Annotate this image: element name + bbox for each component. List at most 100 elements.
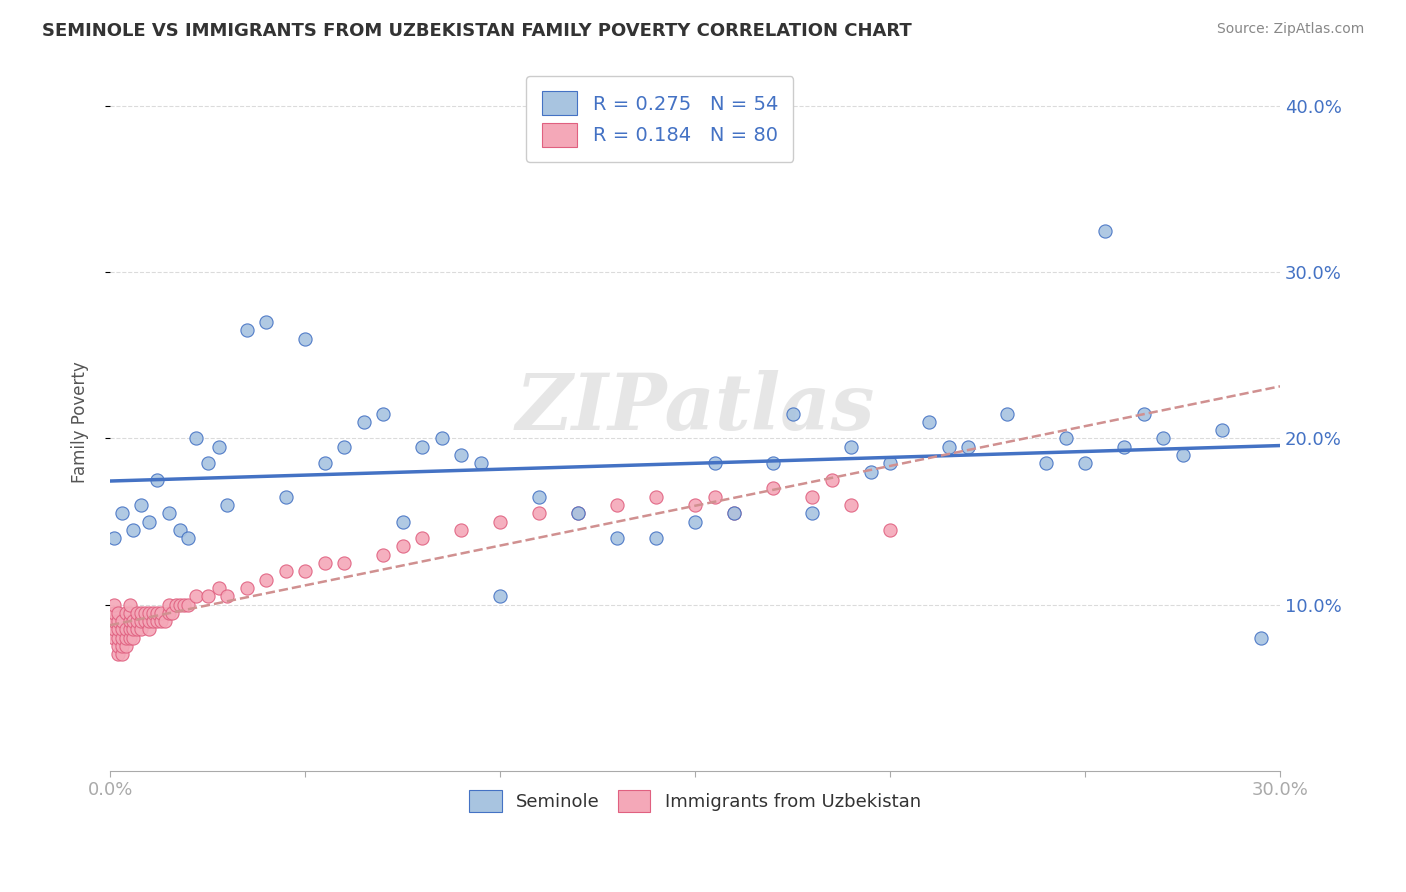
Point [391,540,413,554]
Point [165,598,187,612]
Point [138,623,160,637]
Point [157,598,180,612]
Point [859,465,882,479]
Point [371,407,394,421]
Point [1112,440,1135,454]
Point [184,432,207,446]
Point [107,631,129,645]
Text: Source: ZipAtlas.com: Source: ZipAtlas.com [1216,22,1364,37]
Point [146,614,169,628]
Point [103,531,125,545]
Point [122,623,145,637]
Point [138,606,160,620]
Point [129,623,152,637]
Point [1211,423,1233,437]
Point [146,606,169,620]
Point [801,490,824,504]
Text: ZIPatlas: ZIPatlas [516,369,875,446]
Point [208,581,231,595]
Point [391,515,413,529]
Point [157,506,180,520]
Point [606,498,628,512]
Point [118,623,141,637]
Point [820,473,842,487]
Point [134,606,156,620]
Point [111,648,134,662]
Point [782,407,804,421]
Point [111,614,134,628]
Point [142,614,165,628]
Point [957,440,980,454]
Point [470,456,492,470]
Point [107,606,129,620]
Point [645,490,668,504]
Point [801,506,824,520]
Point [111,639,134,653]
Point [683,515,706,529]
Point [118,606,141,620]
Point [142,606,165,620]
Y-axis label: Family Poverty: Family Poverty [72,361,89,483]
Point [103,606,125,620]
Point [333,440,356,454]
Point [411,440,433,454]
Point [606,531,628,545]
Point [129,606,152,620]
Point [197,589,219,603]
Point [430,432,453,446]
Point [111,506,134,520]
Point [107,623,129,637]
Point [703,490,725,504]
Point [235,323,257,337]
Point [118,631,141,645]
Point [127,623,149,637]
Point [879,523,901,537]
Point [111,623,134,637]
Legend: Seminole, Immigrants from Uzbekistan: Seminole, Immigrants from Uzbekistan [457,777,934,824]
Point [567,506,589,520]
Point [1132,407,1154,421]
Point [333,556,356,570]
Point [217,589,239,603]
Point [450,448,472,462]
Point [527,490,550,504]
Point [703,456,725,470]
Point [118,598,141,612]
Point [114,639,136,653]
Point [122,614,145,628]
Point [839,440,862,454]
Point [169,598,191,612]
Point [1171,448,1194,462]
Point [723,506,745,520]
Point [111,631,134,645]
Point [411,531,433,545]
Point [114,631,136,645]
Point [127,614,149,628]
Point [184,589,207,603]
Point [107,648,129,662]
Point [645,531,668,545]
Point [353,415,375,429]
Point [683,498,706,512]
Point [567,506,589,520]
Point [134,614,156,628]
Point [153,614,176,628]
Point [103,598,125,612]
Point [450,523,472,537]
Point [103,614,125,628]
Point [197,456,219,470]
Point [103,631,125,645]
Point [1054,432,1077,446]
Point [762,481,785,495]
Point [1094,224,1116,238]
Point [146,473,169,487]
Point [138,515,160,529]
Point [149,606,172,620]
Point [177,531,200,545]
Point [274,490,297,504]
Point [157,606,180,620]
Point [114,606,136,620]
Point [129,614,152,628]
Point [103,623,125,637]
Point [1250,631,1272,645]
